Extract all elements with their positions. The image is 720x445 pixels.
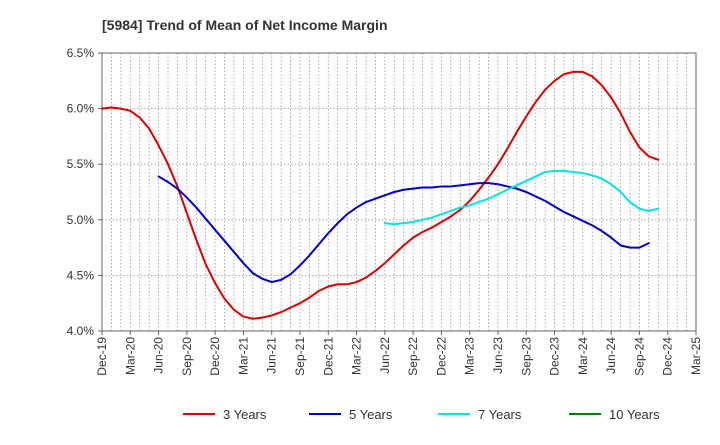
y-tick-label: 4.0% [67,324,95,338]
series-line-5-years [157,175,650,284]
x-tick-label: Mar-23 [463,337,477,375]
grid-lines [102,53,696,331]
y-tick-label: 5.0% [67,213,95,227]
y-tick-label: 5.5% [67,157,95,171]
x-tick-label: Sep-22 [406,337,420,376]
x-tick-label: Jun-20 [152,337,166,374]
chart-title: [5984] Trend of Mean of Net Income Margi… [102,17,388,33]
y-axis-ticks: 4.0% 4.5% 5.0% 5.5% 6.0% 6.5% [67,46,102,338]
plot-area-border [101,52,697,332]
legend-label: 3 Years [223,407,267,422]
x-tick-label: Dec-23 [548,337,562,376]
series-lines [101,70,660,320]
x-tick-label: Jun-24 [604,337,618,374]
x-tick-label: Jun-23 [491,337,505,374]
x-tick-label: Dec-21 [321,337,335,376]
legend: 3 Years 5 Years 7 Years 10 Years [183,407,660,422]
x-tick-label: Mar-24 [576,337,590,375]
y-tick-label: 6.5% [67,46,95,60]
x-tick-label: Sep-21 [293,337,307,376]
x-tick-label: Dec-24 [661,337,675,376]
x-tick-label: Sep-24 [632,337,646,376]
x-tick-label: Jun-22 [378,337,392,374]
x-tick-label: Jun-21 [265,337,279,374]
x-tick-label: Dec-20 [208,337,222,376]
series-line-3-years [101,70,660,320]
legend-label: 5 Years [349,407,393,422]
y-tick-label: 4.5% [67,268,95,282]
x-tick-label: Mar-25 [689,337,703,375]
legend-label: 7 Years [478,407,522,422]
series-line-7-years [383,169,660,226]
legend-label: 10 Years [609,407,660,422]
x-tick-label: Mar-21 [236,337,250,375]
x-tick-label: Sep-23 [519,337,533,376]
x-tick-label: Mar-20 [123,337,137,375]
x-tick-label: Dec-22 [434,337,448,376]
x-tick-label: Sep-20 [180,337,194,376]
x-tick-label: Dec-19 [95,337,109,376]
x-tick-label: Mar-22 [350,337,364,375]
x-axis-ticks: Dec-19 Mar-20 Jun-20 Sep-20 Dec-20 Mar-21 Jun-… [95,331,703,376]
y-tick-label: 6.0% [67,102,95,116]
